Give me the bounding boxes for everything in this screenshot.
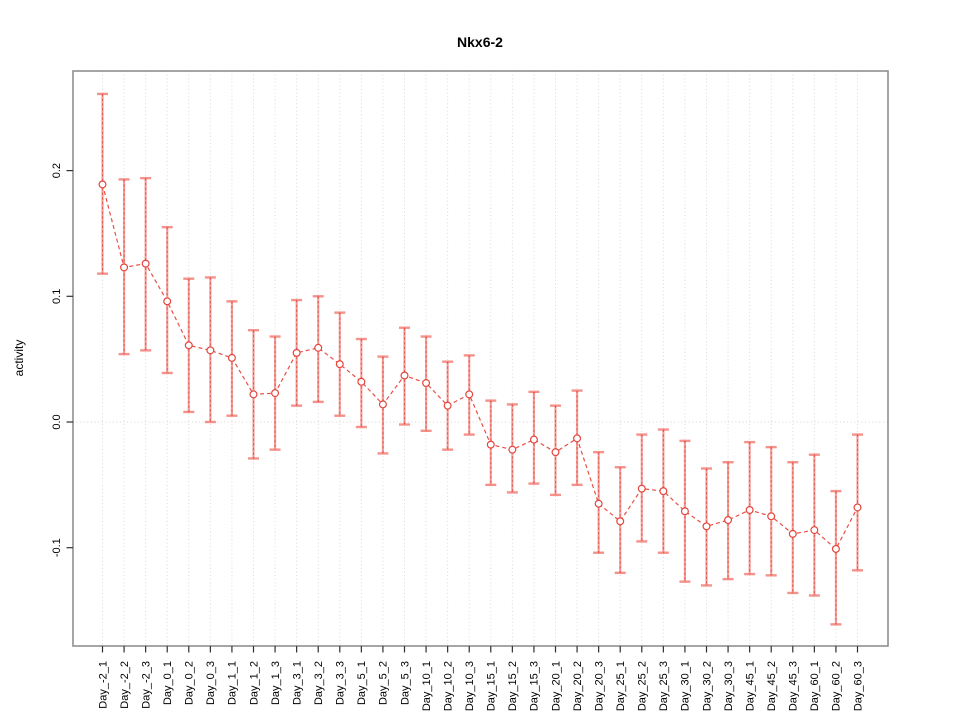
x-tick-label: Day_1_3 xyxy=(270,661,282,705)
gridlines xyxy=(73,71,888,646)
plot-box xyxy=(72,70,889,647)
data-point xyxy=(357,377,366,386)
x-tick-label: Day_30_2 xyxy=(701,661,713,711)
data-point xyxy=(141,259,150,268)
x-tick-label: Day_5_3 xyxy=(399,661,411,705)
data-point xyxy=(335,360,344,369)
series xyxy=(97,92,863,626)
x-tick-label: Day_10_2 xyxy=(442,661,454,711)
data-point xyxy=(573,434,582,443)
data-point xyxy=(443,401,452,410)
x-tick-label: Day_60_1 xyxy=(809,661,821,711)
y-tick-label: -0.1 xyxy=(51,538,63,557)
data-point xyxy=(249,390,258,399)
data-point xyxy=(680,507,689,516)
data-point xyxy=(314,343,323,352)
y-tick-label: 0.2 xyxy=(51,163,63,178)
data-point xyxy=(702,522,711,531)
data-point xyxy=(206,346,215,355)
data-point xyxy=(637,484,646,493)
data-point xyxy=(616,517,625,526)
x-tick-label: Day_0_3 xyxy=(205,661,217,705)
data-point xyxy=(551,448,560,457)
error-bar xyxy=(851,433,863,572)
data-point xyxy=(831,544,840,553)
data-point xyxy=(271,389,280,398)
data-point xyxy=(120,263,129,272)
series-line xyxy=(101,184,859,550)
x-tick-label: Day_3_3 xyxy=(335,661,347,705)
data-point xyxy=(465,390,474,399)
data-point xyxy=(292,348,301,357)
x-tick-label: Day_25_2 xyxy=(637,661,649,711)
x-tick-label: Day_3_1 xyxy=(291,661,303,705)
x-tick-label: Day_20_3 xyxy=(593,661,605,711)
data-point xyxy=(163,297,172,306)
data-point xyxy=(98,180,107,189)
data-point xyxy=(378,400,387,409)
data-point xyxy=(508,445,517,454)
data-point xyxy=(767,512,776,521)
x-tick-label: Day_15_3 xyxy=(529,661,541,711)
data-point xyxy=(745,505,754,514)
x-tick-label: Day_5_2 xyxy=(378,661,390,705)
x-tick-label: Day_1_1 xyxy=(227,661,239,705)
data-point xyxy=(810,526,819,535)
x-tick-label: Day_45_2 xyxy=(766,661,778,711)
x-tick-label: Day_20_2 xyxy=(572,661,584,711)
x-tick-label: Day_-2_1 xyxy=(97,661,109,709)
y-tick-label: 0.1 xyxy=(51,289,63,304)
error-bar xyxy=(830,489,842,626)
x-tick-label: Day_-2_2 xyxy=(119,661,131,709)
x-tick-label: Day_30_3 xyxy=(723,661,735,711)
chart-title: Nkx6-2 xyxy=(457,34,503,50)
data-point xyxy=(400,371,409,380)
x-tick-label: Day_60_3 xyxy=(852,661,864,711)
y-tick-label: 0.0 xyxy=(51,414,63,429)
x-tick-label: Day_10_1 xyxy=(421,661,433,711)
x-tick-label: Day_25_1 xyxy=(615,661,627,711)
x-tick-label: Day_3_2 xyxy=(313,661,325,705)
x-tick-label: Day_15_1 xyxy=(486,661,498,711)
error-bar xyxy=(765,445,777,577)
x-tick-label: Day_25_3 xyxy=(658,661,670,711)
error-bar xyxy=(787,461,799,595)
data-point xyxy=(659,487,668,496)
x-tick-label: Day_0_2 xyxy=(184,661,196,705)
axes: 0.2 0.1 0.0 -0.1 Day_-2_1 Day_-2_2 Day_-2_3 Day… xyxy=(51,163,864,711)
data-point xyxy=(724,516,733,525)
x-tick-label: Day_30_1 xyxy=(680,661,692,711)
x-tick-label: Day_45_1 xyxy=(744,661,756,711)
x-tick-label: Day_15_2 xyxy=(507,661,519,711)
data-point xyxy=(788,529,797,538)
x-tick-label: Day_10_3 xyxy=(464,661,476,711)
x-tick-label: Day_-2_3 xyxy=(140,661,152,709)
x-tick-label: Day_45_3 xyxy=(788,661,800,711)
data-point xyxy=(529,435,538,444)
x-tick-label: Day_0_1 xyxy=(162,661,174,705)
data-point xyxy=(594,499,603,508)
x-tick-label: Day_5_1 xyxy=(356,661,368,705)
x-tick-label: Day_60_2 xyxy=(831,661,843,711)
data-point xyxy=(422,379,431,388)
data-point xyxy=(184,341,193,350)
data-point xyxy=(227,353,236,362)
data-point xyxy=(853,503,862,512)
x-tick-label: Day_1_2 xyxy=(248,661,260,705)
data-point xyxy=(486,440,495,449)
error-bar xyxy=(808,453,820,597)
y-axis-title: activity xyxy=(12,340,26,377)
x-tick-label: Day_20_1 xyxy=(550,661,562,711)
